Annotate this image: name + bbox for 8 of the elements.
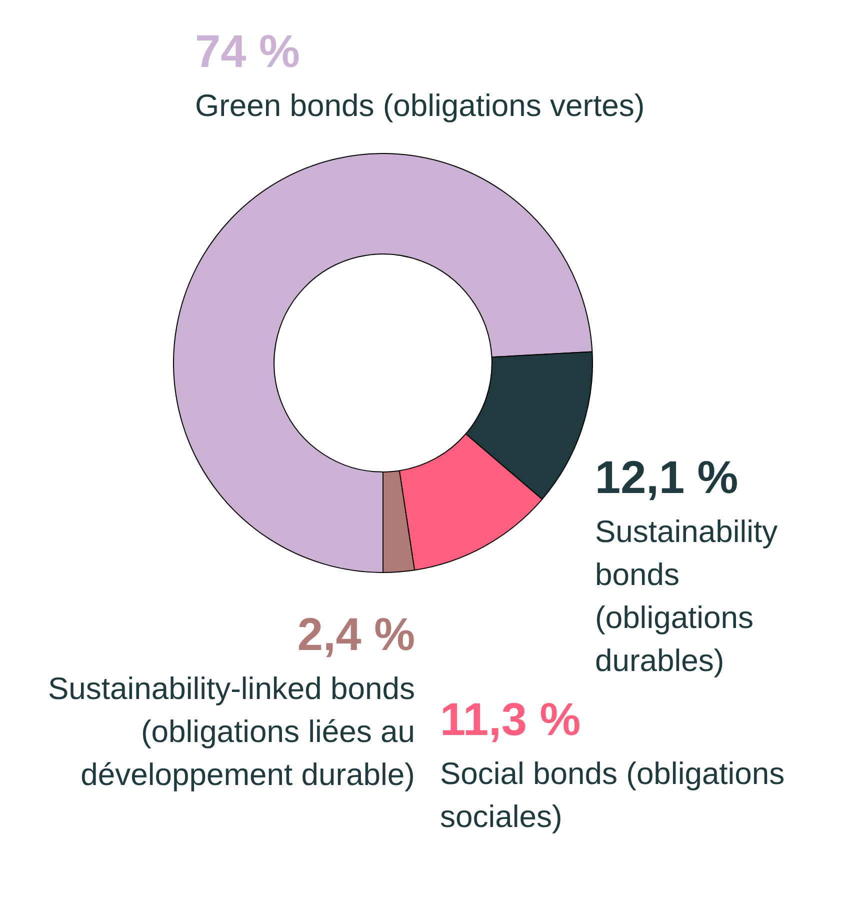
data-label: 2,4 % [296,607,415,662]
slice-label: Social bonds (obligations sociales) [440,755,786,836]
slice-label: Sustainability bonds (obligations durables) [595,513,779,680]
slice-label: Sustainability-linked bonds (obligations liées au développement durable) [46,670,415,794]
data-label: 12,1 % [595,450,740,505]
data-label: 74 % [195,24,301,79]
slice-label: Green bonds (obligations vertes) [195,87,646,125]
data-label: 11,3 % [440,692,582,747]
